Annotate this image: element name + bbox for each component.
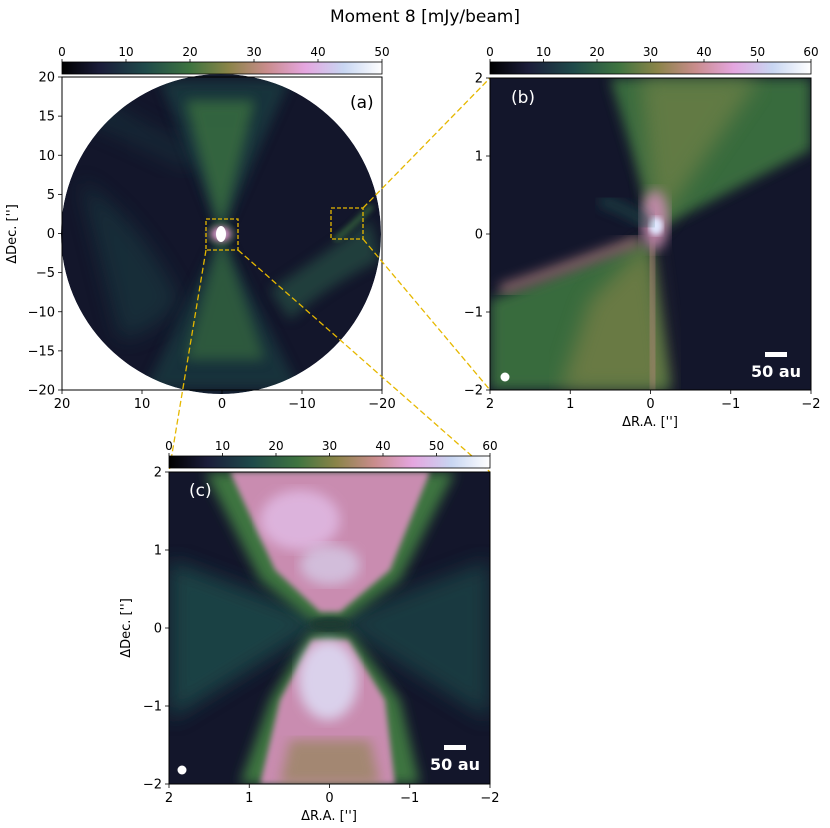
heatmap-b — [490, 78, 811, 390]
x-ticks-a: 20 10 0 −10 −20 — [54, 390, 396, 412]
colorbar-tick-label: 40 — [375, 439, 390, 453]
x-tick-label: −2 — [801, 397, 820, 412]
colorbar-tick-label: 50 — [750, 45, 765, 59]
panel-c: 0 10 20 30 40 50 60 (c) 50 au 2 1 0 −1 −2 210−1−2 … — [119, 439, 500, 824]
heatmap-c — [169, 472, 490, 784]
x-tick-label: 0 — [646, 397, 654, 412]
y-tick-label: 15 — [38, 110, 55, 125]
y-tick-label: 10 — [38, 149, 55, 164]
colorbar-a — [61, 61, 383, 75]
x-ticks-b: 2 1 0 −1 −2 — [486, 390, 821, 412]
x-tick-label: 2 — [165, 791, 173, 806]
panel-label-b: (b) — [511, 88, 535, 108]
x-tick-label: −1 — [721, 397, 740, 412]
panel-a: 0 10 20 30 40 50 (a) 20 10 0 −10 −20 20151050−5−1… — [5, 45, 396, 412]
colorbar-a-ticks: 0 10 20 30 40 50 — [58, 45, 390, 62]
y-tick-label: 0 — [475, 228, 483, 243]
x-tick-label: 2 — [486, 397, 494, 412]
heatmap-a — [61, 74, 381, 394]
y-tick-label: −10 — [28, 305, 55, 320]
x-tick-label: 1 — [245, 791, 253, 806]
colorbar-c — [168, 455, 491, 469]
zoom-box-b — [330, 207, 364, 240]
colorbar-tick-label: 0 — [486, 45, 494, 59]
colorbar-tick-label: 50 — [374, 45, 389, 59]
connector-b-bottom — [362, 238, 491, 391]
y-axis-label-a: ΔDec. [''] — [5, 204, 20, 264]
figure-title: Moment 8 [mJy/beam] — [330, 7, 520, 27]
y-tick-label: 1 — [154, 544, 162, 559]
y-tick-label: −15 — [28, 344, 55, 359]
scalebar-b — [765, 352, 787, 357]
panel-label-a: (a) — [350, 93, 374, 113]
colorbar-c-ticks: 0 10 20 30 40 50 60 — [165, 439, 498, 456]
y-tick-label: 1 — [475, 150, 483, 165]
x-tick-label: 10 — [134, 397, 151, 412]
colorbar-tick-label: 20 — [182, 45, 197, 59]
beam-marker-c — [177, 765, 187, 775]
colorbar-tick-label: 30 — [643, 45, 658, 59]
y-tick-label: −1 — [464, 306, 483, 321]
x-ticks-c: 2 1 0 −1 −2 — [165, 784, 500, 806]
y-tick-label: −5 — [36, 266, 55, 281]
colorbar-tick-label: 40 — [696, 45, 711, 59]
beam-marker-b — [500, 372, 510, 382]
x-tick-label: 20 — [54, 397, 71, 412]
y-tick-label: 0 — [154, 622, 162, 637]
colorbar-tick-label: 30 — [322, 439, 337, 453]
y-tick-label: 5 — [47, 188, 55, 203]
colorbar-tick-label: 30 — [246, 45, 261, 59]
colorbar-tick-label: 0 — [165, 439, 173, 453]
connector-c-right — [237, 249, 491, 473]
connector-c-left — [168, 249, 207, 473]
x-axis-label-c: ΔR.A. [''] — [301, 809, 357, 824]
colorbar-tick-label: 50 — [429, 439, 444, 453]
x-axis-label-b: ΔR.A. [''] — [622, 415, 678, 430]
colorbar-tick-label: 10 — [215, 439, 230, 453]
scalebar-c — [444, 745, 466, 750]
colorbar-tick-label: 40 — [310, 45, 325, 59]
colorbar-tick-label: 10 — [118, 45, 133, 59]
panel-label-c: (c) — [189, 481, 212, 501]
y-tick-label: 0 — [47, 227, 55, 242]
y-ticks-c: 2 1 0 −1 −2 — [143, 466, 169, 793]
zoom-connectors — [168, 77, 491, 473]
colorbar-tick-label: 0 — [58, 45, 66, 59]
x-tick-label: −1 — [400, 791, 419, 806]
x-tick-label: −2 — [480, 791, 499, 806]
y-ticks-a: 20 15 10 5 0 −5 −10 −15 −20 — [28, 71, 62, 399]
zoom-box-c — [205, 218, 239, 251]
y-tick-label: −20 — [28, 384, 55, 399]
panel-b: 0 10 20 30 40 50 60 (b) 50 au 2 1 0 −1 −2 210−1−2 … — [464, 45, 821, 430]
y-tick-label: 20 — [38, 71, 55, 86]
y-tick-label: −2 — [464, 384, 483, 399]
y-tick-label: −2 — [143, 778, 162, 793]
x-tick-label: 0 — [218, 397, 226, 412]
colorbar-b — [489, 61, 812, 75]
x-tick-label: 1 — [566, 397, 574, 412]
colorbar-tick-label: 60 — [482, 439, 497, 453]
connector-b-top — [362, 77, 491, 209]
colorbar-b-ticks: 0 10 20 30 40 50 60 — [486, 45, 819, 62]
y-ticks-b: 2 1 0 −1 −2 — [464, 72, 490, 399]
colorbar-tick-label: 20 — [589, 45, 604, 59]
y-axis-label-c: ΔDec. [''] — [119, 598, 134, 658]
y-tick-label: −1 — [143, 700, 162, 715]
x-tick-label: −20 — [368, 397, 395, 412]
x-tick-label: 0 — [325, 791, 333, 806]
y-tick-label: 2 — [475, 72, 483, 87]
y-tick-label: 2 — [154, 466, 162, 481]
colorbar-tick-label: 20 — [268, 439, 283, 453]
colorbar-tick-label: 10 — [536, 45, 551, 59]
colorbar-tick-label: 60 — [803, 45, 818, 59]
x-tick-label: −10 — [288, 397, 315, 412]
scalebar-label-c: 50 au — [430, 755, 480, 774]
scalebar-label-b: 50 au — [751, 362, 801, 381]
